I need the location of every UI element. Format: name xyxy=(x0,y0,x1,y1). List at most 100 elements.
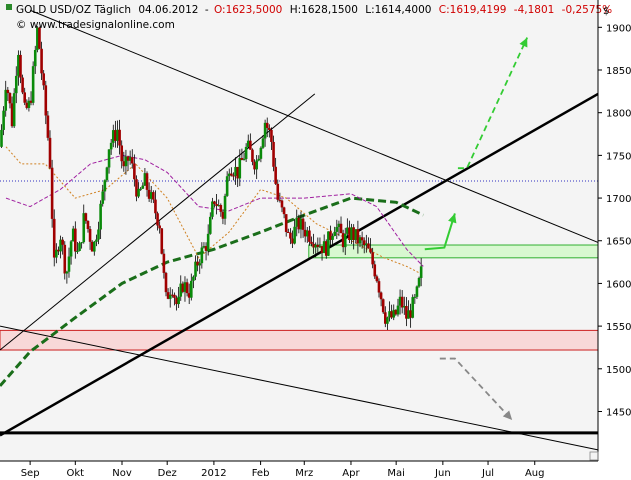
x-tick-label: Nov xyxy=(112,468,132,479)
candle-body xyxy=(145,173,149,190)
candle-body xyxy=(200,247,204,264)
candle-body xyxy=(373,264,377,277)
candle-body xyxy=(61,239,64,245)
candle-body xyxy=(107,149,111,168)
candle-body xyxy=(71,228,75,242)
candle-body xyxy=(36,27,39,50)
candle-body xyxy=(365,243,368,245)
candle-body xyxy=(240,158,244,161)
candle-body xyxy=(114,130,117,141)
candle-body xyxy=(19,54,22,78)
candle-body xyxy=(44,85,48,116)
candle-body xyxy=(84,213,88,221)
candle-body xyxy=(126,156,130,161)
candle-body xyxy=(137,188,140,197)
candle-body xyxy=(324,241,328,256)
candle-body xyxy=(367,243,370,249)
candle-body xyxy=(343,233,347,248)
header-symbol: GOLD USD/OZ Täglich xyxy=(16,4,131,16)
header-change: -4,1801 xyxy=(514,4,555,16)
candle-body xyxy=(394,309,398,315)
y-tick-label: 1750 xyxy=(606,151,631,162)
candle-body xyxy=(316,244,320,248)
candle-body xyxy=(202,246,206,248)
candle-body xyxy=(242,158,246,161)
candle-body xyxy=(10,103,14,127)
candle-body xyxy=(147,189,151,199)
candle-body xyxy=(234,166,237,176)
candle-body xyxy=(57,249,60,252)
x-tick-label: Mai xyxy=(387,468,405,479)
candle-body xyxy=(8,93,12,104)
moving-average-long xyxy=(0,196,424,387)
y-tick-label: 1900 xyxy=(606,23,631,34)
y-tick-label: 1550 xyxy=(606,322,631,333)
candle-body xyxy=(293,226,296,244)
candle-body xyxy=(352,227,355,240)
trendline xyxy=(0,92,599,437)
x-tick-label: Aug xyxy=(525,468,545,479)
trendline xyxy=(29,9,599,243)
candle-body xyxy=(346,227,349,234)
candle-body xyxy=(46,115,50,138)
candle-body xyxy=(371,252,374,265)
candle-body xyxy=(407,310,410,319)
candle-body xyxy=(255,160,258,170)
candle-body xyxy=(419,266,423,278)
candle-body xyxy=(63,244,67,274)
x-tick-label: Dez xyxy=(158,468,177,479)
header-close: C:1619,4199 xyxy=(439,4,507,16)
candle-body xyxy=(329,231,332,240)
candle-body xyxy=(333,231,336,236)
header-date: 04.06.2012 xyxy=(138,4,198,16)
candle-body xyxy=(95,239,98,242)
candle-body xyxy=(177,296,180,305)
arrowhead-icon xyxy=(448,213,457,224)
candle-body xyxy=(225,176,229,196)
candle-body xyxy=(268,127,271,130)
candle-body xyxy=(265,122,269,128)
candle-body xyxy=(101,191,105,204)
candle-body xyxy=(78,243,81,251)
candle-body xyxy=(67,256,71,272)
candle-body xyxy=(327,231,330,256)
y-tick-label: 1500 xyxy=(606,365,631,376)
candle-body xyxy=(109,142,113,150)
support-zone xyxy=(0,329,599,351)
moving-average-mid xyxy=(5,154,424,267)
candle-body xyxy=(12,93,16,127)
y-tick-label: 1850 xyxy=(606,66,631,77)
candle-body xyxy=(295,217,299,227)
candle-body xyxy=(238,158,242,179)
candle-body xyxy=(59,239,62,252)
candle-body xyxy=(400,296,404,308)
resize-handle-icon[interactable] xyxy=(589,451,599,461)
candle-body xyxy=(356,229,360,244)
candle-body xyxy=(305,230,309,237)
projection-arrow xyxy=(439,357,513,421)
candle-body xyxy=(69,241,73,257)
candle-body xyxy=(280,200,284,208)
candle-body xyxy=(156,213,159,226)
candle-body xyxy=(223,195,227,219)
candle-body xyxy=(249,140,252,150)
candle-body xyxy=(141,185,145,189)
candle-body xyxy=(204,246,208,251)
candle-body xyxy=(230,173,233,176)
candle-body xyxy=(211,201,214,217)
candle-body xyxy=(118,129,121,146)
candle-body xyxy=(384,312,387,324)
candle-body xyxy=(259,147,263,159)
candle-body xyxy=(2,110,5,130)
candle-body xyxy=(358,237,362,244)
candle-body xyxy=(415,286,419,297)
candle-body xyxy=(181,283,185,292)
candle-body xyxy=(82,213,86,243)
x-tick-label: Apr xyxy=(342,468,360,479)
plot-area[interactable] xyxy=(0,0,599,461)
candle-body xyxy=(130,157,134,164)
candle-body xyxy=(133,163,136,180)
chart-header: GOLD USD/OZ Täglich 04.06.2012 - O:1623,… xyxy=(6,4,612,31)
header-low: L:1614,4000 xyxy=(365,4,431,16)
arrowhead-icon xyxy=(502,410,513,421)
